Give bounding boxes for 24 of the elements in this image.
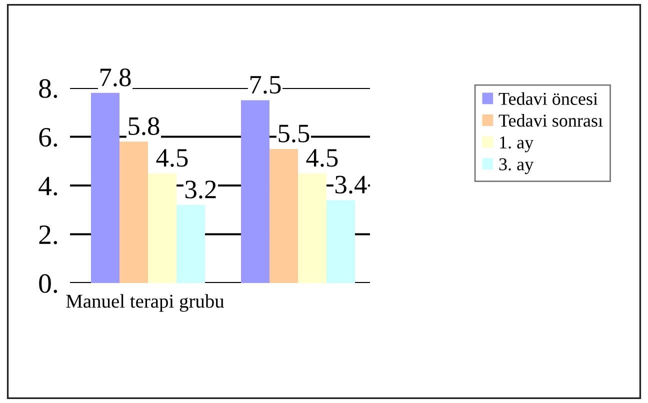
legend-label: 3. ay — [499, 158, 534, 174]
bar — [120, 142, 148, 283]
legend-label: 1. ay — [500, 136, 534, 152]
bar — [91, 92, 120, 283]
bar — [326, 200, 355, 283]
data-label: 5.5 — [278, 124, 310, 142]
data-label: 4.5 — [156, 149, 188, 167]
y-tick-label: 6. — [39, 128, 58, 147]
data-label: 3.2 — [185, 180, 216, 199]
bar — [270, 148, 298, 283]
legend-label: Tedavi öncesi — [498, 92, 598, 105]
data-label: 5.8 — [128, 117, 160, 136]
data-label: 7.8 — [100, 68, 131, 86]
y-tick-label: 4. — [38, 176, 58, 196]
legend-label: Tedavi sonrası — [498, 114, 603, 127]
bar — [176, 205, 205, 283]
data-label: 4.5 — [306, 149, 338, 167]
y-tick-label: 0. — [39, 274, 58, 294]
y-tick-label: 2. — [39, 225, 58, 244]
data-label: 3.4 — [335, 176, 367, 194]
data-label: 7.5 — [250, 76, 281, 94]
bar — [241, 100, 270, 283]
x-tick-label: Manuel terapi grubu — [66, 294, 224, 312]
y-tick-label: 8. — [39, 79, 58, 98]
